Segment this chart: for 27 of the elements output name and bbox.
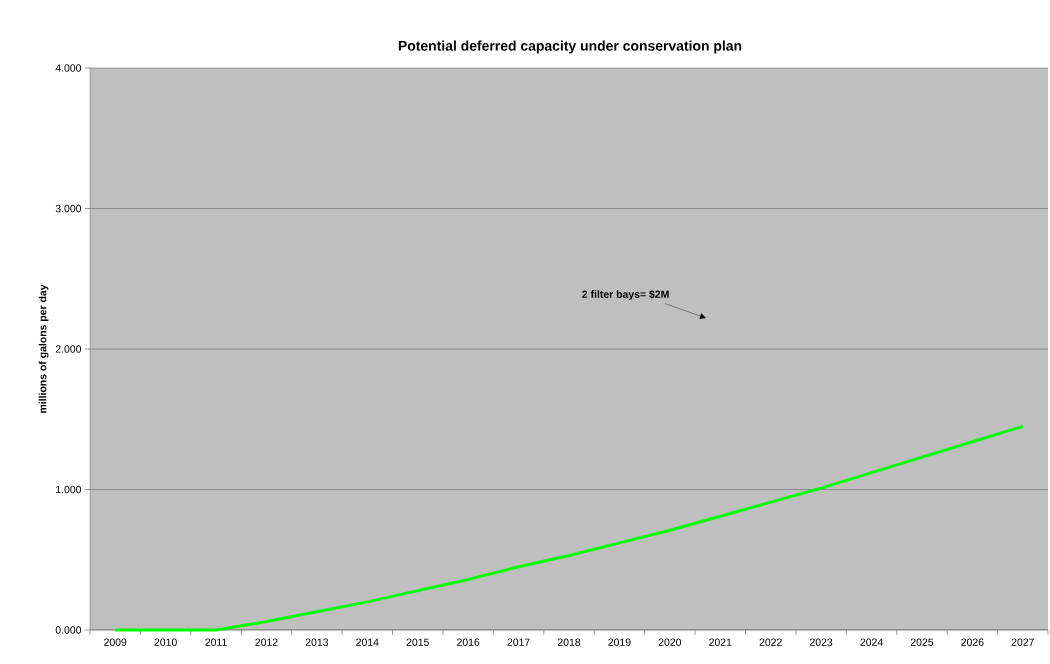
x-tick-label: 2018: [557, 638, 581, 646]
x-tick-label: 2019: [608, 638, 631, 646]
x-tick-label: 2010: [154, 638, 177, 646]
x-tick-label: 2011: [205, 638, 227, 646]
x-tick-label: 2021: [709, 638, 732, 646]
x-tick-label: 2015: [406, 638, 429, 646]
x-tick-label: 2025: [910, 638, 934, 646]
x-tick-label: 2022: [759, 638, 782, 646]
y-tick-label: 4.000: [55, 64, 82, 72]
y-tick-label: 1.000: [56, 485, 82, 494]
x-tick-label: 2013: [305, 638, 329, 646]
x-tick-label: 2026: [961, 638, 984, 646]
x-tick-label: 2016: [457, 638, 480, 646]
y-tick-label: 3.000: [55, 204, 82, 213]
x-tick-label: 2017: [507, 638, 530, 646]
x-tick-label: 2027: [1011, 638, 1034, 646]
x-tick-label: 2023: [810, 638, 833, 646]
chart-title: Potential deferred capacity under conservation plan: [398, 40, 742, 54]
annotation: 2 filter bays= $2M: [582, 290, 669, 301]
x-tick-label: 2020: [658, 638, 682, 646]
x-tick-label: 2012: [255, 638, 278, 646]
x-tick-label: 2009: [104, 638, 127, 646]
y-tick-label: 2.000: [55, 345, 82, 353]
y-axis-title: millions of galons per day: [38, 284, 49, 413]
y-tick-label: 0.000: [55, 626, 82, 634]
x-tick-label: 2014: [356, 638, 379, 646]
x-tick-label: 2024: [860, 638, 883, 646]
